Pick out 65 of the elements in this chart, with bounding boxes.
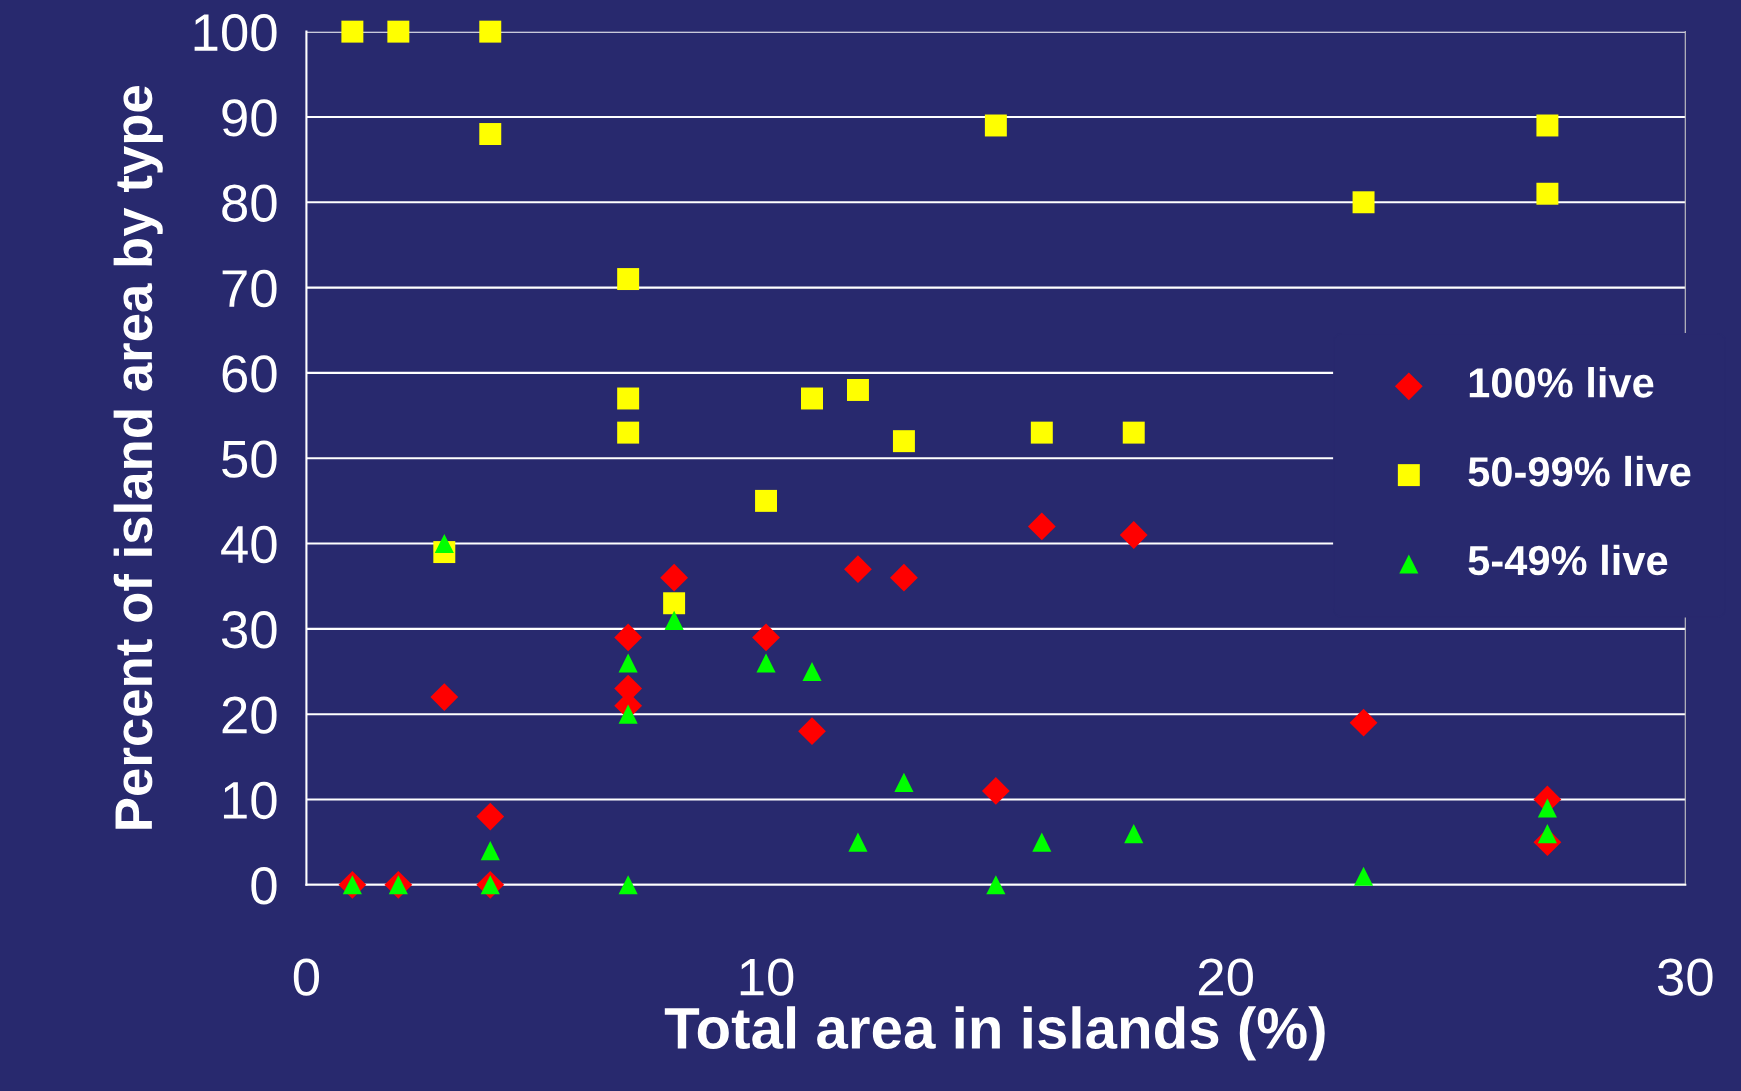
point [341, 20, 364, 43]
y-tick-label: 0 [251, 867, 277, 905]
point [802, 661, 822, 682]
y-tick-label: 30 [221, 611, 277, 649]
legend-label: 50-99% live [1468, 455, 1691, 487]
point [986, 875, 1006, 895]
point [614, 623, 643, 652]
point [1349, 708, 1378, 737]
legend-label: 5-49% live [1468, 544, 1668, 576]
point [756, 653, 776, 673]
point [663, 592, 686, 615]
point [434, 533, 454, 554]
point [1027, 512, 1056, 541]
point [890, 563, 918, 592]
y-tick-label: 100 [194, 13, 277, 52]
point [617, 421, 640, 444]
point [617, 268, 640, 291]
point [846, 378, 869, 401]
point [1536, 182, 1559, 205]
point [981, 777, 1010, 805]
point [664, 610, 684, 630]
point [892, 430, 915, 453]
y-tick-label: 40 [221, 525, 277, 564]
x-tick-label: 10 [740, 958, 794, 996]
point [1122, 421, 1145, 444]
point [1353, 866, 1374, 886]
point [618, 704, 638, 724]
point [387, 20, 410, 43]
y-tick-label: 90 [222, 99, 277, 137]
point [1536, 114, 1559, 137]
point [479, 123, 502, 145]
x-axis-title: Total area in islands (%) [664, 1006, 1325, 1061]
point [984, 114, 1007, 137]
y-tick-label: 80 [222, 184, 277, 222]
point [844, 555, 872, 584]
point [1030, 421, 1053, 444]
point [1119, 521, 1148, 549]
point [660, 563, 688, 592]
point [1352, 191, 1375, 214]
point [1032, 832, 1052, 852]
point [752, 623, 780, 652]
point [476, 802, 505, 831]
y-axis-title: Percent of island area by type [113, 86, 163, 829]
point [894, 772, 914, 792]
point [801, 387, 823, 410]
point [480, 841, 500, 861]
y-tick-label: 20 [222, 696, 277, 734]
point [1537, 798, 1557, 818]
point [617, 387, 640, 410]
y-tick-label: 10 [223, 781, 277, 820]
point [848, 832, 868, 852]
x-tick-label: 0 [293, 958, 320, 996]
point [798, 717, 826, 746]
y-tick-label: 50 [222, 440, 277, 478]
point [618, 653, 638, 673]
legend-label: 100% live [1469, 367, 1654, 398]
y-tick-label: 70 [222, 269, 277, 308]
point [479, 20, 502, 43]
y-tick-label: 60 [222, 355, 277, 393]
point [1124, 824, 1144, 844]
x-tick-label: 30 [1657, 958, 1713, 996]
point [618, 875, 638, 895]
x-tick-label: 20 [1198, 958, 1253, 996]
point [430, 683, 459, 711]
point [755, 489, 778, 512]
